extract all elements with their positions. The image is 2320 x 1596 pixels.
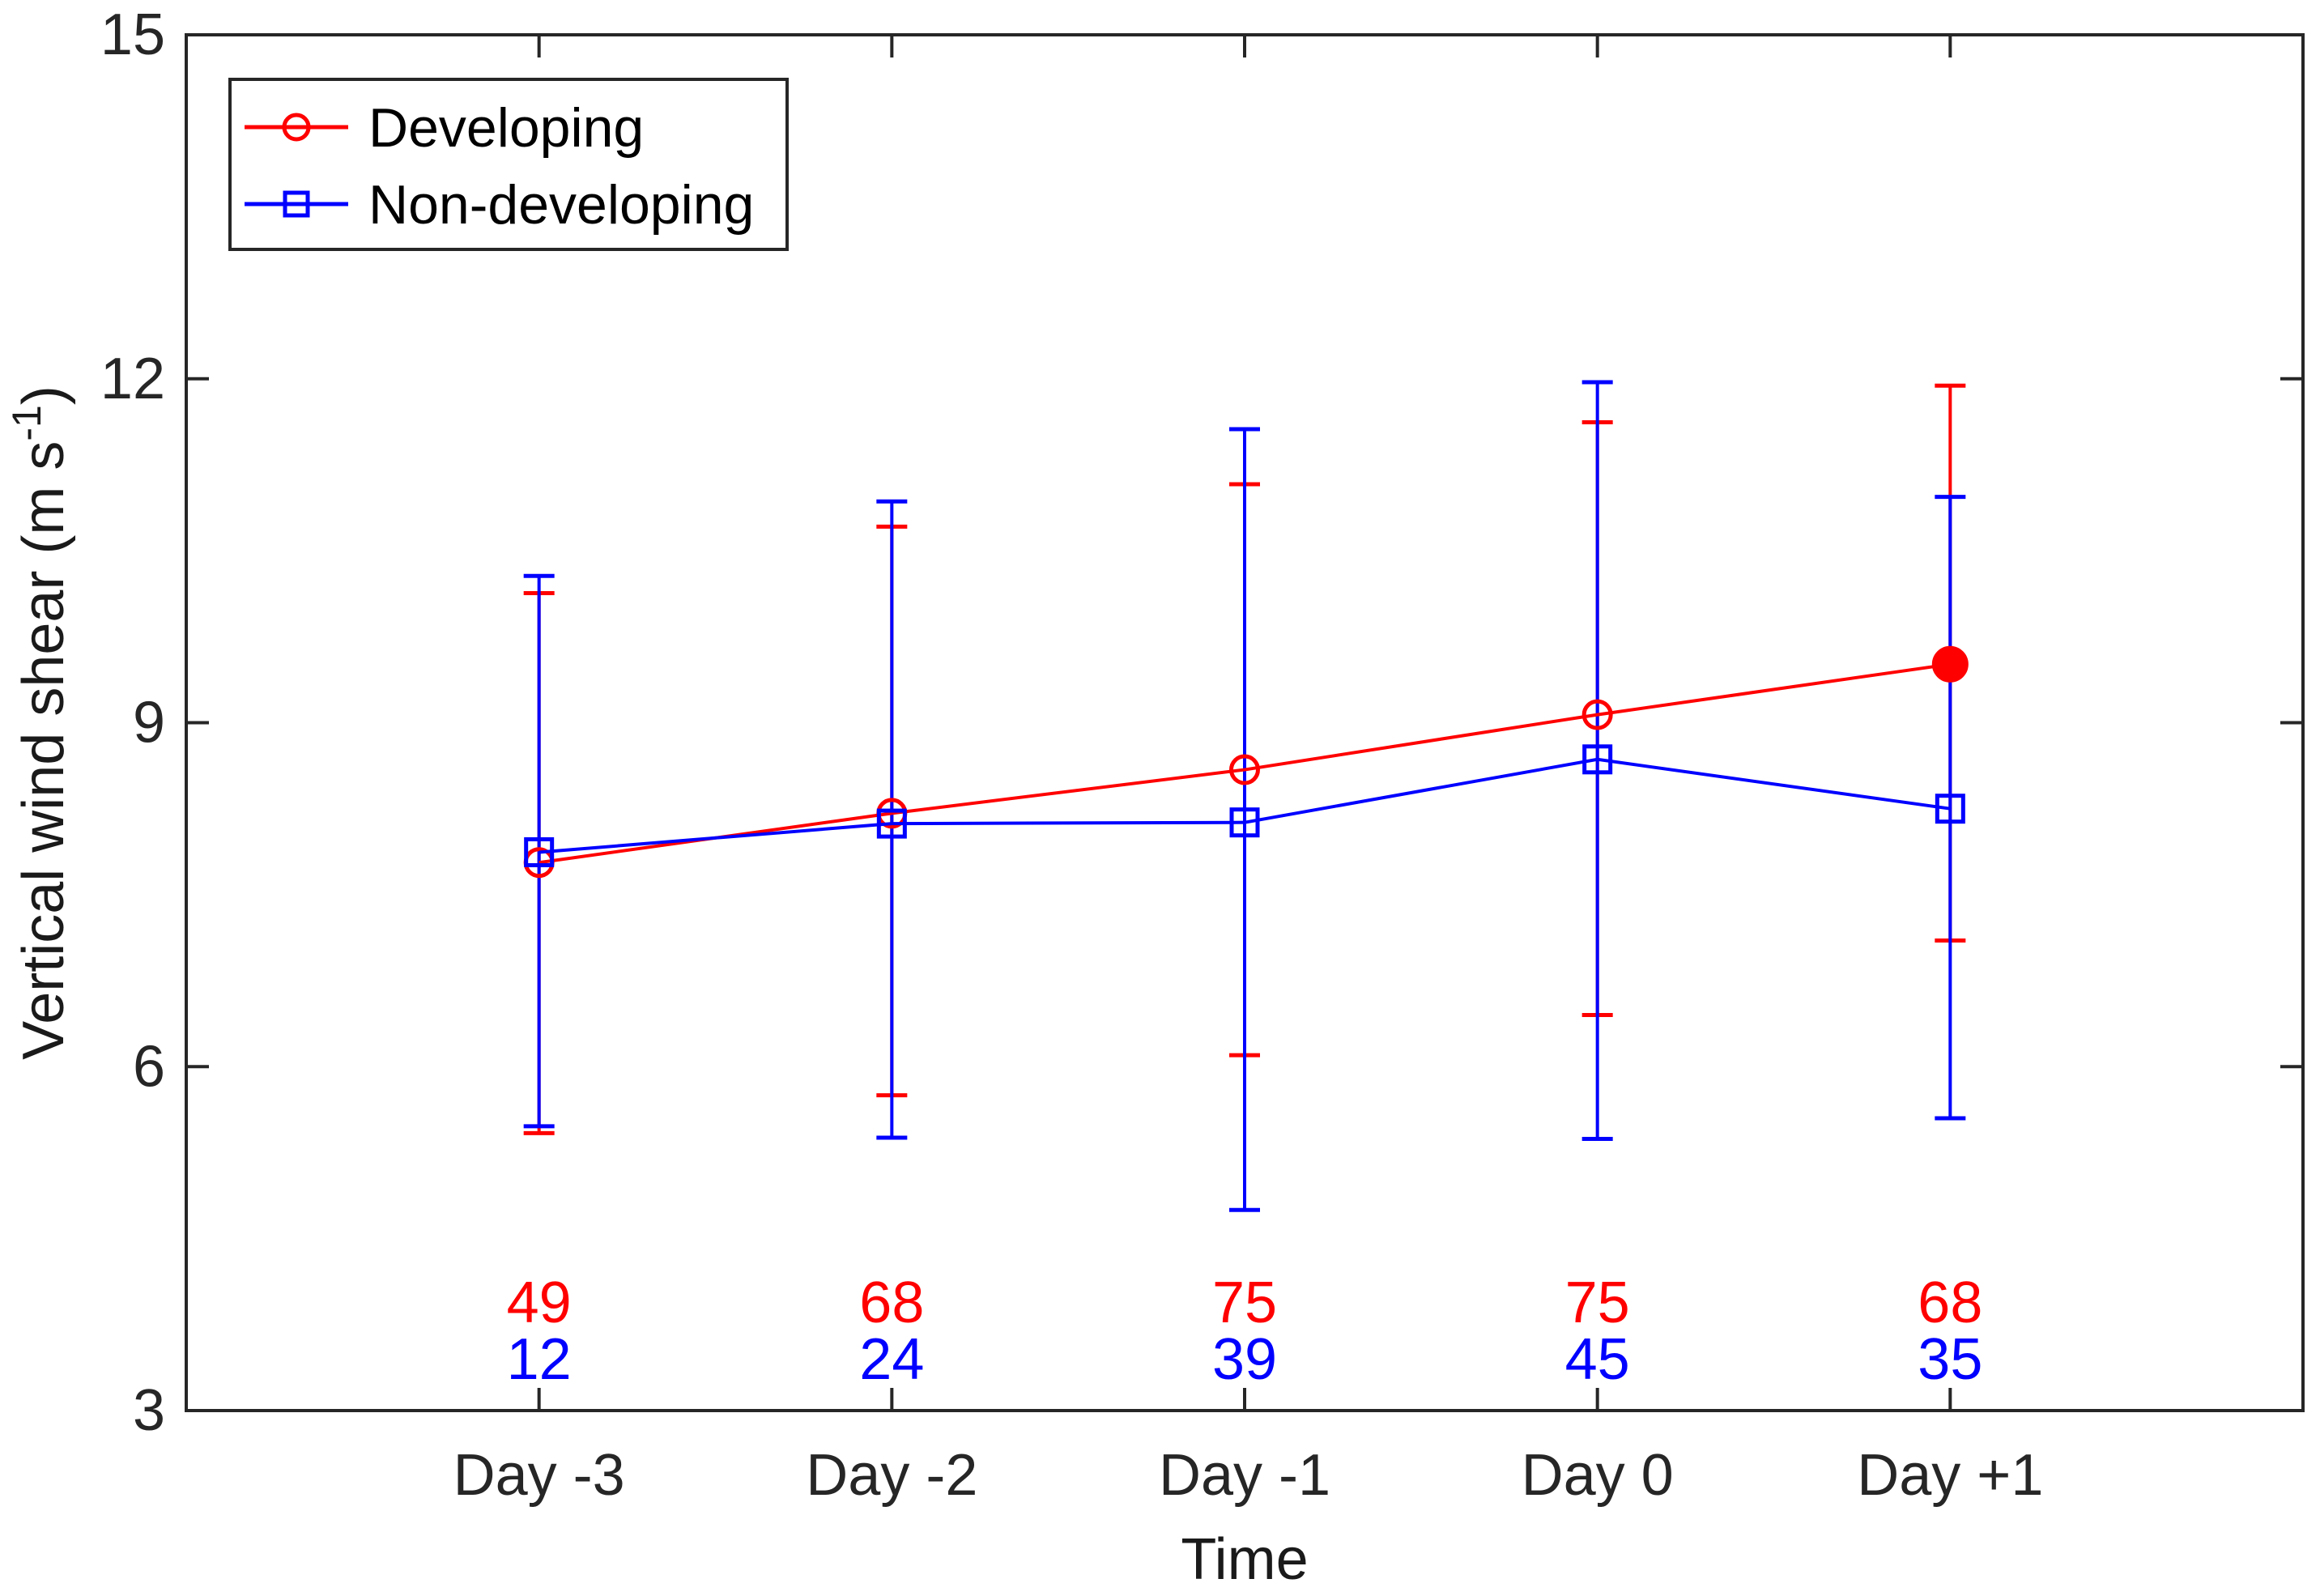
- x-tick-label: Day -1: [1159, 1443, 1330, 1508]
- developing-marker-filled: [1931, 645, 1969, 683]
- legend-circle-marker: [282, 113, 311, 142]
- non-developing-marker: [1582, 744, 1613, 775]
- non-developing-errorbars: [523, 380, 1966, 1212]
- developing-counts: 49 68 75 75 68: [507, 1270, 1983, 1335]
- sample-count-label: 35: [1918, 1327, 1982, 1392]
- non-developing-marker: [1935, 794, 1965, 824]
- non-developing-series: [524, 744, 1965, 867]
- sample-count-label: 75: [1565, 1270, 1630, 1335]
- developing-series: [523, 645, 1969, 879]
- sample-count-label: 75: [1212, 1270, 1277, 1335]
- sample-count-label: 24: [859, 1327, 924, 1392]
- axes: 3 6 9 12 15 Day -3 Day -2 Day -1 Day 0 Day +1 Time…: [4, 2, 2305, 1592]
- sample-count-label: 39: [1212, 1327, 1277, 1392]
- x-tick-label: Day 0: [1522, 1443, 1674, 1508]
- legend-entry: Non-developing: [245, 174, 754, 236]
- y-tick-label: 9: [133, 691, 165, 755]
- legend: Developing Non-developing: [228, 78, 789, 251]
- sample-count-label: 49: [507, 1270, 572, 1335]
- legend-square-marker: [283, 190, 310, 218]
- sample-count-label: 68: [1918, 1270, 1982, 1335]
- y-tick-label: 3: [133, 1378, 165, 1443]
- legend-label: Developing: [368, 97, 644, 159]
- plot-frame: [185, 33, 2305, 1412]
- developing-line: [538, 662, 1951, 865]
- non-developing-marker: [524, 836, 555, 867]
- y-tick-label: 15: [100, 2, 165, 67]
- y-tick-label: 6: [133, 1034, 165, 1099]
- non-developing-counts: 12 24 39 45 35: [507, 1327, 1983, 1392]
- legend-box: [228, 78, 789, 251]
- developing-marker: [1229, 754, 1260, 785]
- y-axis-label: Vertical wind shear (m s-1): [4, 385, 76, 1060]
- x-tick-label: Day -3: [453, 1443, 625, 1508]
- x-axis-label: Time: [1181, 1527, 1308, 1592]
- legend-label: Non-developing: [368, 174, 754, 236]
- non-developing-marker: [1229, 807, 1260, 838]
- sample-count-label: 68: [859, 1270, 924, 1335]
- x-tick-label: Day +1: [1857, 1443, 2043, 1508]
- x-tick-label: Day -2: [806, 1443, 977, 1508]
- non-developing-line: [538, 757, 1951, 854]
- non-developing-marker: [876, 808, 907, 839]
- developing-marker: [1581, 699, 1613, 730]
- sample-count-label: 12: [507, 1327, 572, 1392]
- legend-entry: Developing: [245, 97, 644, 159]
- sample-count-label: 45: [1565, 1327, 1630, 1392]
- y-tick-label: 12: [100, 347, 165, 411]
